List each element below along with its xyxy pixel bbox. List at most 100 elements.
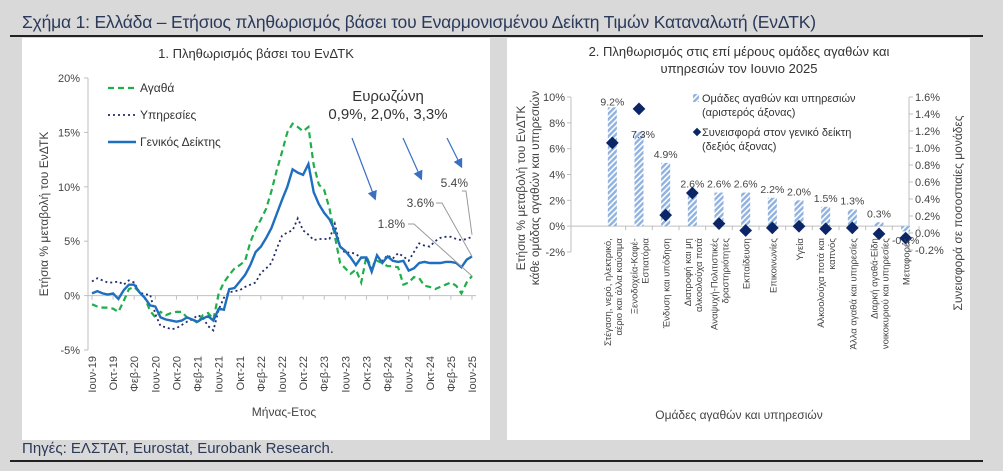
category-label: Μεταφορές bbox=[902, 238, 913, 285]
y-tick-label-right: 1.4% bbox=[915, 109, 940, 121]
figure-title: Σχήμα 1: Ελλάδα – Ετήσιος πληθωρισμός βά… bbox=[22, 12, 816, 32]
category-label: αέριο και άλλα καύσιμα bbox=[614, 238, 625, 336]
contribution-marker bbox=[899, 231, 913, 245]
category-label: Ξενοδοχεία-Καφέ- bbox=[630, 238, 641, 314]
contribution-marker bbox=[765, 221, 779, 235]
y-tick-label-right: -0.2% bbox=[915, 245, 944, 257]
x-tick-label: Φεβ-22 bbox=[256, 356, 268, 392]
series-line bbox=[91, 216, 473, 332]
y-axis-title-left: Ετήσια % μεταβολή του ΕνΔΤΚ bbox=[514, 106, 528, 271]
bar bbox=[687, 192, 697, 227]
bar bbox=[741, 192, 751, 227]
contribution-marker bbox=[739, 224, 753, 237]
bar-chart: 2. Πληθωρισμός στις επί μέρους ομάδες αγ… bbox=[514, 44, 965, 422]
y-tick-label: 5% bbox=[64, 236, 80, 248]
y-tick-label: 20% bbox=[58, 73, 80, 85]
y-tick-label-left: 8% bbox=[549, 118, 565, 130]
arrow-icon bbox=[351, 137, 377, 201]
category-label: Εκπαίδευση bbox=[742, 238, 753, 289]
chart-title: 2. Πληθωρισμός στις επί μέρους ομάδες αγ… bbox=[589, 44, 890, 59]
bar-value-label: 1.3% bbox=[840, 195, 864, 207]
title-underline bbox=[10, 35, 983, 37]
category-label: Επικοινωνίες bbox=[768, 238, 779, 293]
legend-item: Ομάδες αγαθών και υπηρεσιών bbox=[702, 93, 856, 105]
contribution-marker bbox=[685, 186, 699, 200]
legend-item-axis: (δεξιός άξονας) bbox=[702, 141, 776, 153]
x-tick-label: Οκτ-20 bbox=[171, 356, 183, 390]
source-note: Πηγές: ΕΛΣΤΑΤ, Eurostat, Eurobank Resear… bbox=[22, 440, 334, 457]
bar bbox=[847, 209, 857, 227]
category-label: Άλλα αγαθά και υπηρεσίες bbox=[848, 238, 859, 350]
bar-value-label: 1.5% bbox=[814, 193, 838, 205]
bar bbox=[874, 222, 884, 227]
y-tick-label: 15% bbox=[58, 127, 80, 139]
eurozone-annotation-title: Ευρωζώνη bbox=[352, 88, 424, 105]
y-tick-label-left: 2% bbox=[549, 195, 565, 207]
y-tick-label-right: 0.2% bbox=[915, 211, 940, 223]
bar-value-label: 2.6% bbox=[680, 179, 704, 191]
bar-value-label: 2.6% bbox=[734, 179, 758, 191]
category-label: Υγεία bbox=[795, 238, 806, 261]
y-tick-label-left: 6% bbox=[549, 144, 565, 156]
footer-underline bbox=[10, 460, 983, 462]
y-tick-label-left: 0% bbox=[549, 221, 565, 233]
y-axis-title: Ετήσια % μεταβολή του ΕνΔΤΚ bbox=[37, 132, 51, 297]
contribution-marker bbox=[659, 208, 673, 222]
y-tick-label-right: 0.4% bbox=[915, 194, 940, 206]
contribution-marker bbox=[632, 102, 646, 116]
arrow-icon bbox=[402, 137, 423, 181]
label-headline-last: 3.6% bbox=[407, 196, 435, 210]
legend-item-axis: (αριστερός άξονας) bbox=[702, 107, 795, 119]
category-label: αλκοολούχα ποτά bbox=[694, 238, 705, 312]
y-tick-label: 0% bbox=[64, 291, 80, 303]
category-label: δραστηριότητες bbox=[721, 238, 732, 304]
x-tick-label: Φεβ-25 bbox=[446, 356, 458, 392]
x-tick-label: Οκτ-24 bbox=[425, 356, 437, 390]
bar-value-label: 9.2% bbox=[600, 96, 624, 108]
bar-value-label: 2.0% bbox=[787, 186, 811, 198]
x-tick-label: Οκτ-23 bbox=[361, 356, 373, 390]
x-tick-label: Ιουν-20 bbox=[150, 356, 162, 393]
y-axis-title-left-line2: κάθε ομάδας αγαθών και υπηρεσιών bbox=[528, 91, 542, 286]
x-axis-title: Ομάδες αγαθών και υπηρεσιών bbox=[655, 408, 823, 422]
arrow-icon bbox=[446, 137, 463, 169]
x-tick-label: Ιουν-24 bbox=[404, 356, 416, 393]
x-tick-label: Οκτ-19 bbox=[108, 356, 120, 390]
x-tick-label: Οκτ-21 bbox=[235, 356, 247, 390]
legend-item: Υπηρεσίες bbox=[140, 108, 197, 122]
y-tick-label-right: 0.0% bbox=[915, 228, 940, 240]
y-tick-label-right: 0.6% bbox=[915, 177, 940, 189]
bar bbox=[661, 162, 671, 227]
bar bbox=[607, 107, 617, 227]
y-axis-title-right: Συνεισφορά σε ποσοστιαίες μονάδες bbox=[951, 115, 965, 310]
chart-panel-inflation: 1. Πληθωρισμός βάσει του ΕνΔΤΚ 20% 15% 10% 5… bbox=[22, 38, 490, 440]
bar-value-label: 7.3% bbox=[631, 129, 655, 141]
x-tick-label: Φεβ-23 bbox=[319, 356, 331, 392]
y-tick-label-right: 1.6% bbox=[915, 92, 940, 104]
legend-diamond-swatch bbox=[692, 127, 702, 137]
x-tick-label: Φεβ-24 bbox=[383, 356, 395, 392]
line-chart: 1. Πληθωρισμός βάσει του ΕνΔΤΚ 20% 15% 10% 5… bbox=[37, 46, 479, 419]
category-label: Διατροφή και μη bbox=[683, 238, 694, 306]
bar-value-label: 0.3% bbox=[867, 208, 891, 220]
category-label: Ένδυση και υπόδηση bbox=[662, 238, 673, 329]
x-tick-label: Φεβ-20 bbox=[129, 356, 141, 392]
chart-panel-groups: 2. Πληθωρισμός στις επί μέρους ομάδες αγ… bbox=[507, 38, 970, 440]
series-line bbox=[91, 160, 473, 324]
x-tick-label: Ιουν-23 bbox=[340, 356, 352, 393]
eurozone-annotation-values: 0,9%, 2,0%, 3,3% bbox=[328, 106, 447, 123]
label-services-last: 5.4% bbox=[441, 176, 469, 190]
x-tick-label: Ιουν-25 bbox=[467, 356, 479, 393]
legend-item: Γενικός Δείκτης bbox=[140, 135, 221, 149]
chart-title-line2: υπηρεσιών τον Ιουνιο 2025 bbox=[660, 61, 817, 76]
legend-item: Αγαθά bbox=[140, 81, 174, 95]
category-label: καπνός bbox=[827, 238, 838, 270]
bar-value-label: 2.2% bbox=[760, 184, 784, 196]
y-tick-label-right: 1.0% bbox=[915, 143, 940, 155]
contribution-marker bbox=[845, 221, 859, 235]
label-goods-last: 1.8% bbox=[378, 217, 406, 231]
contribution-marker bbox=[819, 222, 833, 236]
y-tick-label-right: 0.8% bbox=[915, 160, 940, 172]
bar bbox=[714, 192, 724, 227]
y-tick-label: -5% bbox=[60, 345, 80, 357]
